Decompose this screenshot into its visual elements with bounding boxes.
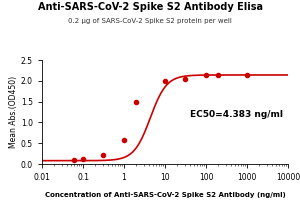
Text: Anti-SARS-CoV-2 Spike S2 Antibody Elisa: Anti-SARS-CoV-2 Spike S2 Antibody Elisa	[38, 2, 262, 12]
Text: 0.2 μg of SARS-CoV-2 Spike S2 protein per well: 0.2 μg of SARS-CoV-2 Spike S2 protein pe…	[68, 18, 232, 24]
Text: Concentration of Anti-SARS-CoV-2 Spike S2 Antibody (ng/ml): Concentration of Anti-SARS-CoV-2 Spike S…	[45, 192, 285, 198]
Y-axis label: Mean Abs.(OD450): Mean Abs.(OD450)	[9, 76, 18, 148]
Text: EC50=4.383 ng/ml: EC50=4.383 ng/ml	[190, 110, 283, 119]
